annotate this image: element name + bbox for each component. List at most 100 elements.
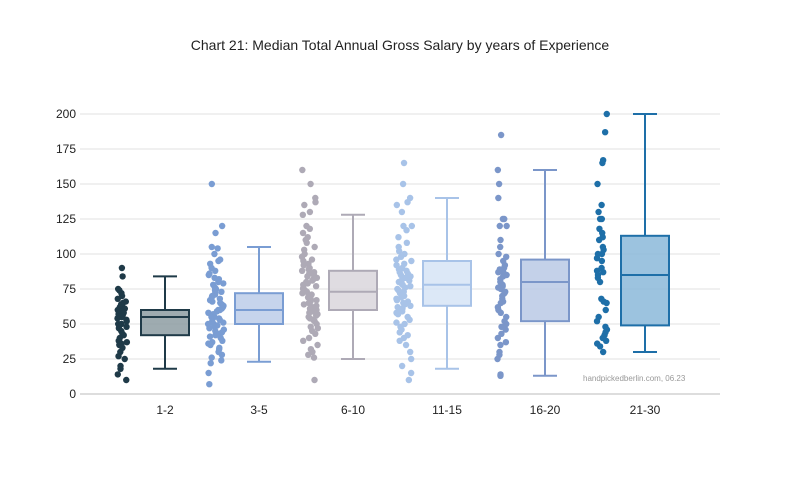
data-point bbox=[118, 264, 126, 272]
data-point bbox=[406, 316, 413, 323]
data-point bbox=[123, 376, 130, 384]
data-point bbox=[312, 330, 319, 337]
data-point bbox=[596, 343, 604, 350]
data-point bbox=[397, 253, 405, 260]
data-point bbox=[314, 325, 322, 332]
data-point bbox=[220, 319, 227, 326]
data-point bbox=[499, 215, 507, 223]
data-point bbox=[207, 360, 214, 367]
iqr-box bbox=[140, 309, 190, 337]
data-point bbox=[398, 362, 406, 370]
iqr-box bbox=[422, 260, 472, 307]
data-point bbox=[408, 257, 415, 265]
data-point bbox=[219, 337, 226, 344]
data-point bbox=[596, 278, 604, 286]
data-point bbox=[596, 215, 604, 223]
data-point bbox=[310, 354, 318, 361]
data-point bbox=[497, 131, 505, 139]
y-tick-label: 75 bbox=[63, 282, 77, 296]
iqr-box bbox=[234, 292, 284, 326]
y-tick-label: 100 bbox=[56, 247, 76, 261]
data-point bbox=[205, 271, 212, 279]
data-point bbox=[503, 222, 510, 230]
data-point bbox=[208, 243, 215, 251]
data-point bbox=[305, 351, 312, 358]
data-point bbox=[497, 309, 504, 316]
data-point bbox=[406, 277, 413, 284]
data-point bbox=[304, 273, 311, 280]
data-point bbox=[599, 348, 607, 356]
data-point bbox=[603, 299, 610, 307]
data-point bbox=[407, 302, 414, 309]
data-point bbox=[495, 180, 503, 188]
data-point bbox=[395, 234, 402, 241]
data-point bbox=[502, 326, 509, 333]
data-point bbox=[599, 269, 607, 276]
data-point bbox=[206, 325, 213, 332]
data-point bbox=[208, 180, 216, 188]
y-tick-label: 125 bbox=[56, 212, 76, 226]
data-point bbox=[593, 318, 601, 325]
data-point bbox=[595, 236, 603, 244]
data-point bbox=[307, 180, 314, 188]
data-point bbox=[495, 269, 502, 276]
data-point bbox=[405, 376, 413, 384]
x-tick-label: 21-30 bbox=[630, 403, 661, 417]
data-point bbox=[403, 227, 410, 234]
data-point bbox=[603, 110, 610, 118]
y-tick-label: 0 bbox=[69, 387, 76, 401]
data-point bbox=[123, 318, 130, 325]
data-point bbox=[218, 288, 225, 295]
data-point bbox=[299, 290, 306, 297]
data-point bbox=[598, 201, 605, 209]
data-point bbox=[494, 334, 502, 342]
data-point bbox=[495, 250, 502, 258]
data-point bbox=[408, 222, 416, 230]
data-point bbox=[311, 243, 318, 251]
data-point bbox=[121, 355, 128, 363]
data-point bbox=[206, 333, 214, 340]
data-point bbox=[299, 229, 307, 237]
data-point bbox=[220, 280, 227, 287]
data-point bbox=[115, 353, 122, 360]
data-point bbox=[306, 225, 314, 232]
data-point bbox=[594, 180, 601, 188]
data-point bbox=[396, 337, 403, 344]
y-tick-label: 50 bbox=[63, 317, 77, 331]
data-point bbox=[396, 329, 403, 336]
data-point bbox=[218, 351, 226, 358]
data-point bbox=[212, 332, 219, 339]
data-point bbox=[212, 229, 219, 237]
data-point bbox=[313, 297, 320, 304]
data-point bbox=[305, 299, 312, 307]
data-point bbox=[306, 208, 314, 216]
data-point bbox=[393, 201, 401, 209]
data-point bbox=[495, 194, 502, 202]
data-point bbox=[398, 208, 406, 216]
data-point bbox=[208, 354, 215, 361]
data-point bbox=[393, 297, 401, 304]
data-point bbox=[494, 166, 502, 174]
data-point bbox=[114, 295, 121, 302]
data-point bbox=[502, 339, 510, 346]
data-point bbox=[123, 323, 130, 330]
data-point bbox=[598, 257, 606, 265]
x-tick-label: 6-10 bbox=[341, 403, 365, 417]
data-point bbox=[117, 365, 124, 372]
data-point bbox=[209, 298, 216, 305]
data-point bbox=[400, 159, 408, 167]
data-point bbox=[119, 273, 126, 280]
x-tick-label: 1-2 bbox=[156, 403, 174, 417]
data-point bbox=[311, 376, 318, 384]
x-tick-label: 11-15 bbox=[432, 403, 462, 417]
data-point bbox=[300, 337, 307, 344]
data-point bbox=[407, 369, 415, 377]
y-tick-label: 175 bbox=[56, 142, 76, 156]
data-point bbox=[402, 341, 410, 349]
data-point bbox=[497, 341, 504, 349]
data-point bbox=[305, 334, 313, 342]
data-point bbox=[394, 311, 402, 318]
data-point bbox=[303, 239, 310, 246]
data-point bbox=[503, 320, 510, 328]
data-point bbox=[595, 208, 602, 216]
